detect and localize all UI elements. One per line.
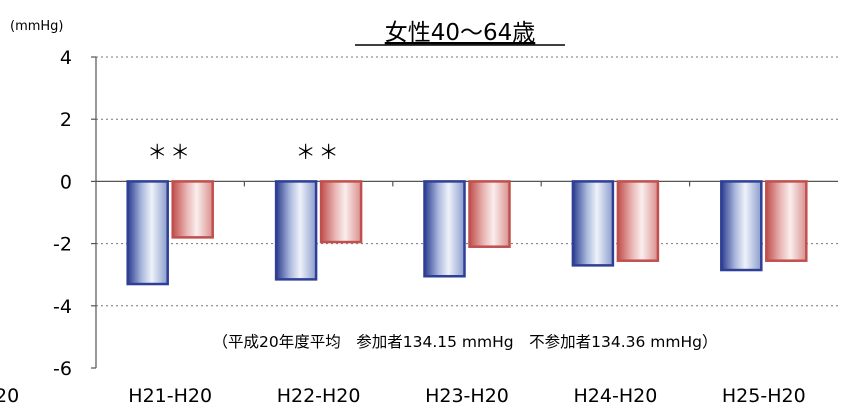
y-tick-label: -4 [53, 296, 72, 318]
y-unit-label: (mmHg) [10, 19, 64, 34]
significance-label: ＊＊ [296, 140, 342, 164]
y-axis-ticks: 4 2 0 -2 -4 -6 [53, 47, 96, 380]
bars [126, 180, 808, 286]
y-tick-label: 4 [60, 47, 72, 69]
clipped-left-label: 20 [0, 385, 19, 407]
bar-series-1 [126, 180, 169, 286]
y-tick-label: 2 [60, 109, 72, 131]
bar-series-1 [423, 180, 466, 278]
bar-series-2 [319, 180, 363, 244]
bar-series-2 [616, 180, 660, 262]
y-tick-label: -2 [53, 234, 72, 256]
bar-series-1 [571, 180, 615, 267]
bar-series-1 [274, 180, 318, 281]
x-tick-label: H25-H20 [722, 385, 806, 407]
x-axis-categories: H21-H20 H22-H20 H23-H20 H24-H20 H25-H20 [128, 385, 805, 407]
significance-markers: ＊＊ ＊＊ [147, 140, 342, 164]
significance-label: ＊＊ [147, 140, 193, 164]
bar-series-2 [171, 180, 214, 239]
bar-series-2 [765, 180, 808, 262]
x-tick-label: H24-H20 [574, 385, 658, 407]
y-tick-label: -6 [53, 358, 72, 380]
x-tick-label: H21-H20 [128, 385, 212, 407]
x-tick-label: H22-H20 [277, 385, 361, 407]
chart-title: 女性40〜64歳 [385, 20, 536, 46]
gridlines [96, 56, 838, 307]
bar-series-2 [468, 180, 511, 248]
baseline-annotation: （平成20年度平均 参加者134.15 mmHg 不参加者134.36 mmHg… [213, 333, 718, 351]
y-tick-label: 0 [60, 171, 72, 193]
bar-series-1 [720, 180, 763, 272]
x-tick-label: H23-H20 [425, 385, 509, 407]
